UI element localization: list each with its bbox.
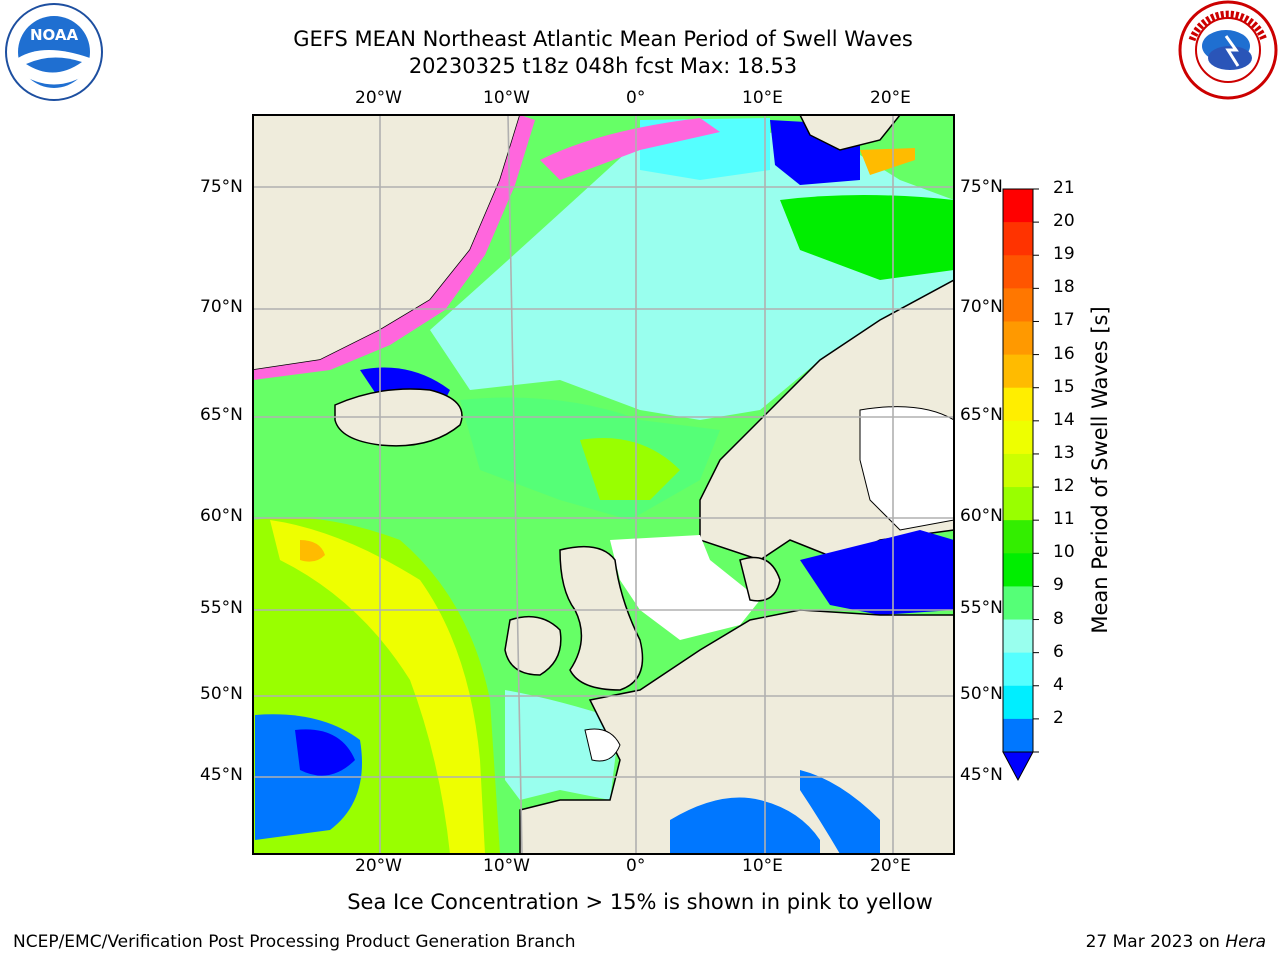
colorbar-segment [1003,222,1033,256]
map-frame [252,114,955,855]
swell-region-green-barents [780,195,954,280]
nws-logo [1178,0,1278,100]
lon-tick-bottom: 10°W [483,856,530,876]
sea-ice-note: Sea Ice Concentration > 15% is shown in … [347,890,933,914]
swell-region-cyan-biscay [505,690,620,800]
lon-tick-bottom: 10°E [742,856,783,876]
colorbar-tick-label: 14 [1053,409,1075,430]
colorbar-segment [1003,685,1033,720]
colorbar-segment [1003,189,1033,223]
swell-region-orange-spot [300,540,325,562]
colorbar-extend-arrow [1002,751,1034,782]
colorbar-tick-label: 17 [1053,310,1075,331]
colorbar-segment [1003,586,1033,621]
svg-text:NOAA: NOAA [30,26,79,44]
sea-biscay-nodata [584,728,621,762]
lat-tick-right: 50°N [960,684,1003,704]
colorbar-tick-label: 20 [1053,211,1075,232]
land-denmark [739,556,781,602]
lon-tick-top: 10°E [742,88,783,108]
chart-title: GEFS MEAN Northeast Atlantic Mean Period… [293,27,913,51]
colorbar-tick-label: 8 [1053,608,1064,629]
lat-tick-right: 70°N [960,297,1003,317]
colorbar-tick-label: 6 [1053,641,1064,662]
colorbar [1002,188,1039,782]
sea-adriatic [800,770,880,854]
colorbar-segment [1003,453,1033,488]
ice-arctic [540,118,720,180]
lat-tick-right: 60°N [960,506,1003,526]
lat-tick-left: 75°N [200,177,243,197]
colorbar-label: Mean Period of Swell Waves [s] [1088,306,1112,634]
ice-barents [860,148,915,175]
sea-baltic [859,406,954,531]
colorbar-segment [1003,288,1033,322]
lat-tick-left: 60°N [200,506,243,526]
land-svalbard [799,115,901,151]
lon-tick-bottom: 20°E [870,856,911,876]
footer-host: Hera [1225,932,1266,952]
lon-tick-top: 20°W [355,88,402,108]
ice-greenland-edge [253,115,535,380]
lat-tick-right: 55°N [960,598,1003,618]
colorbar-segment [1003,520,1033,554]
sea-mediterranean [670,797,820,854]
sea-north-sea [610,535,760,640]
colorbar-segment [1003,652,1033,687]
colorbar-tick-label: 9 [1053,575,1064,596]
lat-tick-left: 70°N [200,297,243,317]
colorbar-tick-label: 13 [1053,442,1075,463]
colorbar-segment [1003,487,1033,521]
lat-tick-left: 65°N [200,405,243,425]
lon-tick-top: 0° [626,88,646,108]
lon-tick-bottom: 0° [626,856,646,876]
colorbar-tick-label: 16 [1053,343,1075,364]
lat-tick-right: 65°N [960,405,1003,425]
lat-tick-right: 45°N [960,765,1003,785]
swell-region-yellow-band [270,520,485,854]
colorbar-tick-label: 4 [1053,674,1064,695]
colorbar-segment [1003,619,1033,654]
noaa-logo: NOAA [5,3,103,101]
colorbar-tick-label: 12 [1053,476,1075,497]
colorbar-tick-label: 15 [1053,376,1075,397]
footer-credit: NCEP/EMC/Verification Post Processing Pr… [13,932,576,952]
lat-tick-left: 55°N [200,598,243,618]
colorbar-segment [1003,255,1033,289]
colorbar-outline [1002,188,1034,753]
colorbar-segment [1003,321,1033,356]
lon-tick-bottom: 20°W [355,856,402,876]
colorbar-segment [1003,354,1033,389]
lat-tick-right: 75°N [960,177,1003,197]
lat-tick-left: 45°N [200,765,243,785]
footer-date: 27 Mar 2023 on Hera [1086,932,1266,952]
colorbar-tick-label: 10 [1053,542,1075,563]
colorbar-tick-label: 11 [1053,509,1075,530]
colorbar-tick-label: 18 [1053,277,1075,298]
colorbar-segment [1003,420,1033,455]
lon-tick-top: 20°E [870,88,911,108]
swell-region-lime-faroes [580,438,680,500]
swell-region-deepblue-southwest [295,729,355,776]
colorbar-tick-label: 19 [1053,244,1075,265]
colorbar-segment [1003,387,1033,422]
graticule [253,114,954,855]
colorbar-tick-label: 2 [1053,707,1064,728]
colorbar-segment [1003,553,1033,587]
footer-date-text: 27 Mar 2023 on [1085,932,1226,952]
colorbar-tick-label: 21 [1053,178,1075,198]
sea-baltic-south [800,530,954,615]
lon-tick-top: 10°W [483,88,530,108]
chart-subtitle: 20230325 t18z 048h fcst Max: 18.53 [408,54,798,78]
lat-tick-left: 50°N [200,684,243,704]
colorbar-segment [1003,718,1033,753]
